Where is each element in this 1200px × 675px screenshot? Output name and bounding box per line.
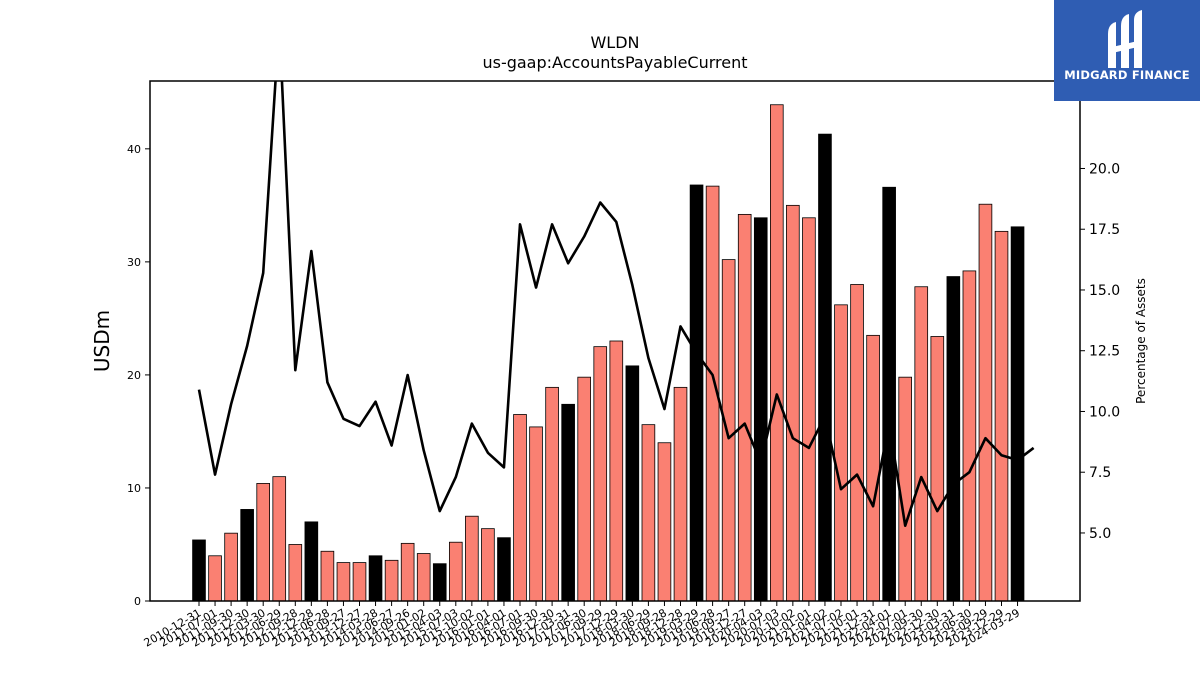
bar-annual	[240, 509, 254, 602]
midgard-finance-logo: MIDGARD FINANCE	[1054, 0, 1200, 101]
y-axis: 0 10 20 30 40	[127, 143, 150, 608]
y-tick-label: 10	[127, 482, 141, 495]
bar-annual	[192, 539, 206, 602]
bar-quarterly	[770, 104, 784, 602]
bar-quarterly	[352, 562, 367, 602]
bar-annual	[497, 537, 511, 602]
y2-tick-label: 7.5	[1089, 465, 1111, 481]
bar-annual	[753, 217, 768, 602]
bar-quarterly	[256, 483, 270, 602]
bar-quarterly	[721, 259, 736, 602]
bar-quarterly	[673, 386, 688, 602]
bar-quarterly	[448, 541, 463, 602]
y2-tick-label: 12.5	[1089, 344, 1120, 360]
bar-quarterly	[866, 334, 880, 602]
bar-quarterly	[400, 542, 415, 602]
bar-quarterly	[994, 230, 1009, 602]
bar-quarterly	[786, 204, 800, 602]
bar-quarterly	[336, 562, 351, 602]
bar-quarterly	[513, 414, 527, 602]
bar-quarterly	[208, 555, 222, 602]
y-axis-label: USDm	[90, 310, 114, 372]
bar-quarterly	[465, 515, 479, 602]
bar-quarterly	[802, 217, 816, 602]
chart-title: WLDN	[590, 33, 639, 52]
bar-annual	[1010, 226, 1025, 602]
bar-annual	[818, 133, 832, 602]
bar-quarterly	[288, 544, 303, 602]
bar-quarterly	[914, 286, 929, 602]
y-tick-label: 30	[127, 256, 141, 269]
bar-quarterly	[850, 284, 864, 602]
bar-annual	[625, 365, 640, 602]
bar-quarterly	[609, 340, 624, 602]
logo-text: MIDGARD FINANCE	[1064, 68, 1190, 82]
bar-quarterly	[481, 528, 495, 602]
bar-quarterly	[272, 476, 287, 602]
chart-subtitle: us-gaap:AccountsPayableCurrent	[482, 53, 747, 72]
bar-annual	[882, 186, 896, 602]
bar-quarterly	[416, 553, 431, 602]
y2-tick-label: 15.0	[1089, 283, 1120, 299]
y2-tick-label: 20.0	[1089, 161, 1120, 177]
bar-quarterly	[962, 270, 977, 602]
y2-tick-label: 10.0	[1089, 404, 1120, 420]
bar-quarterly	[320, 550, 335, 602]
bar-quarterly	[657, 442, 672, 602]
x-axis: 2010-12-312011-07-012011-09-302011-12-30…	[142, 601, 1022, 650]
bar-quarterly	[930, 336, 945, 602]
midgard-logo-icon	[1108, 10, 1142, 68]
bar-series	[192, 104, 1025, 602]
y2-tick-label: 5.0	[1089, 526, 1111, 542]
bar-quarterly	[978, 203, 993, 602]
bar-quarterly	[224, 532, 238, 602]
bar-annual	[432, 563, 447, 602]
bar-quarterly	[737, 213, 752, 602]
y-tick-label: 0	[134, 595, 141, 608]
bar-annual	[689, 184, 704, 602]
pct-assets-series	[197, 81, 1035, 527]
pct-assets-line	[197, 81, 1035, 527]
y-tick-label: 40	[127, 143, 141, 156]
y2-tick-label: 17.5	[1089, 222, 1120, 238]
bar-quarterly	[529, 426, 543, 602]
plot-frame	[149, 80, 1081, 602]
y-tick-label: 20	[127, 369, 141, 382]
bar-quarterly	[834, 304, 848, 602]
bar-quarterly	[577, 376, 591, 602]
y2-axis: 5.0 7.5 10.0 12.5 15.0 17.5 20.0	[1080, 161, 1120, 542]
bar-quarterly	[593, 346, 608, 602]
bar-quarterly	[545, 386, 559, 602]
bar-annual	[561, 403, 575, 602]
y2-axis-label: Percentage of Assets	[1134, 278, 1148, 404]
bar-annual	[368, 555, 383, 602]
bar-quarterly	[384, 559, 399, 602]
bar-annual	[304, 521, 319, 602]
bar-quarterly	[641, 424, 656, 602]
bar-annual	[946, 276, 961, 602]
